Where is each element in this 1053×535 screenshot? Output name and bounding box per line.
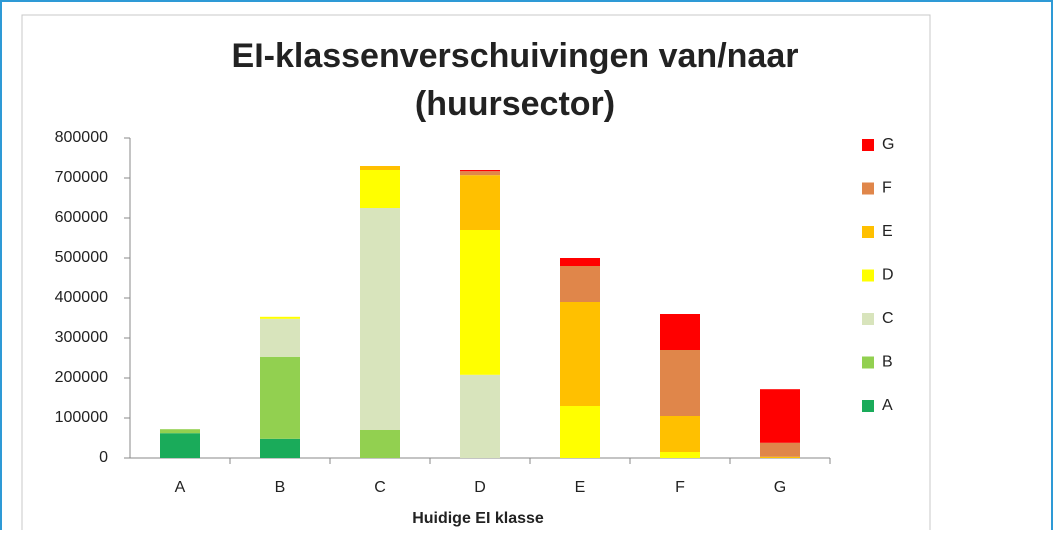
y-tick-label: 800000: [55, 129, 108, 146]
bar-segment: [460, 171, 500, 176]
bar-segment: [660, 452, 700, 458]
y-tick-label: 500000: [55, 249, 108, 266]
legend-swatch: [862, 313, 874, 325]
legend-label: E: [882, 223, 893, 240]
bar-segment: [360, 430, 400, 458]
x-tick-label: C: [374, 479, 386, 496]
y-tick-label: 100000: [55, 409, 108, 426]
y-tick-label: 0: [99, 449, 108, 466]
legend-swatch: [862, 139, 874, 151]
bar-segment: [660, 314, 700, 350]
bar-segment: [360, 208, 400, 430]
bar-segment: [260, 356, 300, 439]
legend-swatch: [862, 356, 874, 369]
y-tick-label: 400000: [55, 289, 108, 306]
x-tick-label: B: [275, 479, 286, 496]
bar-segment: [460, 170, 500, 172]
bar-segment: [160, 429, 200, 434]
legend-label: B: [882, 354, 893, 371]
y-tick-label: 600000: [55, 209, 108, 226]
y-tick-label: 300000: [55, 329, 108, 346]
legend-label: F: [882, 180, 892, 197]
bar-segment: [160, 433, 200, 458]
bar-segment: [260, 318, 300, 357]
x-tick-label: F: [675, 479, 685, 496]
bar-segment: [560, 302, 600, 406]
bar-segment: [460, 230, 500, 375]
bar-segment: [660, 350, 700, 416]
bar-segment: [260, 438, 300, 458]
legend-label: D: [882, 267, 894, 284]
bar-segment: [260, 316, 300, 319]
bar-segment: [760, 456, 800, 458]
legend-label: C: [882, 310, 894, 327]
legend-swatch: [862, 182, 874, 195]
x-tick-label: D: [474, 479, 486, 496]
legend-label: A: [882, 397, 893, 414]
bar-segment: [360, 170, 400, 208]
legend-swatch: [862, 269, 874, 282]
bar-segment: [460, 374, 500, 458]
x-tick-label: A: [175, 479, 186, 496]
x-tick-label: E: [575, 479, 586, 496]
bar-segment: [760, 389, 800, 443]
x-axis-label: Huidige EI klasse: [412, 510, 544, 527]
x-tick-label: G: [774, 479, 786, 496]
legend-swatch: [862, 400, 874, 412]
chart-title: (huursector): [415, 85, 615, 123]
legend-swatch: [862, 226, 874, 238]
bar-segment: [560, 266, 600, 302]
bar-segment: [660, 416, 700, 452]
bar-segment: [560, 258, 600, 266]
y-tick-label: 200000: [55, 369, 108, 386]
bar-segment: [560, 406, 600, 458]
chart-title: EI-klassenverschuivingen van/naar: [232, 37, 799, 75]
bar-segment: [460, 175, 500, 230]
bar-segment: [760, 442, 800, 457]
bar-segment: [360, 166, 400, 170]
y-tick-label: 700000: [55, 169, 108, 186]
legend-label: G: [882, 136, 894, 153]
